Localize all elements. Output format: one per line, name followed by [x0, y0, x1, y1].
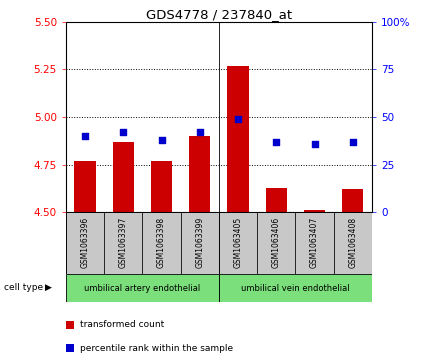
Text: ▶: ▶	[45, 284, 51, 292]
Text: GSM1063406: GSM1063406	[272, 216, 281, 268]
Text: cell type: cell type	[4, 284, 43, 292]
Bar	[219, 274, 372, 302]
Bar	[181, 212, 219, 274]
Bar	[342, 189, 363, 212]
Text: umbilical vein endothelial: umbilical vein endothelial	[241, 284, 350, 293]
Bar	[74, 161, 96, 212]
Point	[158, 137, 165, 143]
Bar	[189, 136, 210, 212]
Text: GSM1063407: GSM1063407	[310, 216, 319, 268]
Bar	[142, 212, 181, 274]
Point	[120, 130, 127, 135]
Bar	[334, 212, 372, 274]
Bar	[266, 188, 287, 212]
Bar	[295, 212, 334, 274]
Bar	[304, 211, 325, 212]
Text: GSM1063398: GSM1063398	[157, 216, 166, 268]
Bar	[66, 274, 219, 302]
Point	[196, 130, 203, 135]
Bar	[257, 212, 295, 274]
Text: percentile rank within the sample: percentile rank within the sample	[80, 344, 233, 353]
Text: transformed count: transformed count	[80, 321, 164, 329]
Bar	[219, 212, 257, 274]
Text: GSM1063405: GSM1063405	[233, 216, 243, 268]
Bar	[66, 212, 104, 274]
Text: GSM1063408: GSM1063408	[348, 216, 357, 268]
Bar	[227, 66, 249, 212]
Bar	[151, 161, 172, 212]
Text: GSM1063397: GSM1063397	[119, 216, 128, 268]
Point	[235, 116, 241, 122]
Point	[82, 133, 88, 139]
Point	[273, 139, 280, 145]
Title: GDS4778 / 237840_at: GDS4778 / 237840_at	[146, 8, 292, 21]
Text: GSM1063396: GSM1063396	[80, 216, 90, 268]
Bar	[113, 142, 134, 212]
Text: umbilical artery endothelial: umbilical artery endothelial	[84, 284, 201, 293]
Point	[311, 141, 318, 147]
Bar	[104, 212, 142, 274]
Point	[349, 139, 356, 145]
Text: GSM1063399: GSM1063399	[195, 216, 204, 268]
